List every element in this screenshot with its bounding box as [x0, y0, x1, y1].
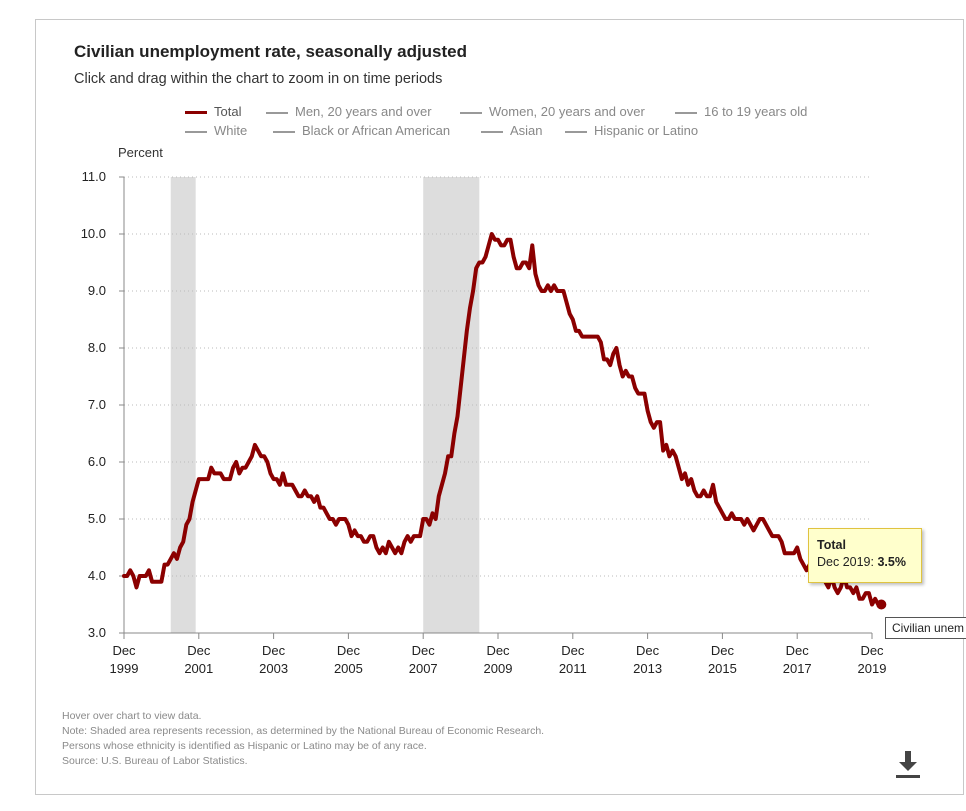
- chart-subtitle: Click and drag within the chart to zoom …: [74, 71, 443, 87]
- y-tick-label: 9.0: [88, 283, 106, 298]
- y-tick-label: 8.0: [88, 340, 106, 355]
- note-line: Persons whose ethnicity is identified as…: [62, 740, 427, 752]
- y-tick-label: 4.0: [88, 568, 106, 583]
- legend-label: Total: [214, 104, 242, 119]
- legend-swatch: [273, 130, 295, 133]
- y-tick-label: 3.0: [88, 625, 106, 640]
- tooltip: Total Dec 2019: 3.5%: [808, 528, 922, 583]
- legend-swatch: [266, 111, 288, 114]
- legend-item-white[interactable]: White: [185, 123, 247, 138]
- tooltip-value: 3.5%: [877, 555, 906, 569]
- x-tick-label-year: 2019: [858, 661, 887, 676]
- x-tick-label-month: Dec: [486, 643, 510, 658]
- x-tick-label-month: Dec: [860, 643, 884, 658]
- recession-band: [423, 177, 480, 633]
- y-tick-label: 6.0: [88, 454, 106, 469]
- note-line: Source: U.S. Bureau of Labor Statistics.: [62, 755, 248, 767]
- chart-notes: Hover over chart to view data. Note: Sha…: [62, 709, 544, 769]
- download-icon[interactable]: [893, 748, 923, 782]
- legend-item-teens[interactable]: 16 to 19 years old: [675, 104, 807, 119]
- x-tick-label-month: Dec: [262, 643, 286, 658]
- x-tick-label-month: Dec: [561, 643, 585, 658]
- y-tick-labels: 3.0 4.0 5.0 6.0 7.0 8.0 9.0 10.0 11.0: [81, 169, 106, 640]
- legend-label: Hispanic or Latino: [594, 123, 699, 138]
- legend-label: Men, 20 years and over: [295, 104, 432, 119]
- x-tick-label-year: 2013: [633, 661, 662, 676]
- x-tick-label-month: Dec: [337, 643, 361, 658]
- legend-item-women[interactable]: Women, 20 years and over: [460, 104, 645, 119]
- x-tick-label-year: 2007: [409, 661, 438, 676]
- x-tick-label-year: 2011: [559, 661, 587, 676]
- x-tick-label-year: 1999: [110, 661, 139, 676]
- legend-swatch: [481, 130, 503, 133]
- axes: [123, 177, 873, 639]
- x-tick-label-year: 2001: [184, 661, 213, 676]
- legend-label: Asian: [510, 123, 543, 138]
- legend-swatch: [460, 111, 482, 114]
- hover-marker: [876, 599, 887, 610]
- x-tick-label-month: Dec: [711, 643, 735, 658]
- tooltip-series: Total: [817, 538, 846, 552]
- legend-label: 16 to 19 years old: [704, 104, 808, 119]
- x-tick-label-month: Dec: [187, 643, 211, 658]
- x-tick-label-month: Dec: [786, 643, 810, 658]
- hover-point-marker: [876, 599, 887, 610]
- legend-item-asian[interactable]: Asian: [481, 123, 543, 138]
- y-tick-label: 11.0: [82, 169, 106, 184]
- legend-label: White: [214, 123, 248, 138]
- x-tick-labels: Dec 1999 Dec 2001 Dec 2003 Dec 2005 Dec 2007 Dec 20…: [110, 643, 887, 676]
- tooltip-value-line: Dec 2019: 3.5%: [817, 555, 921, 569]
- legend-swatch: [185, 111, 207, 115]
- series-lines: [122, 232, 884, 607]
- legend-item-hispanic[interactable]: Hispanic or Latino: [565, 123, 698, 138]
- legend-swatch: [675, 111, 697, 114]
- x-tick-label-month: Dec: [112, 643, 136, 658]
- chart-title: Civilian unemployment rate, seasonally a…: [74, 42, 468, 61]
- y-axis-label: Percent: [118, 145, 163, 160]
- legend-item-total[interactable]: Total: [185, 104, 241, 119]
- x-tick-label-month: Dec: [412, 643, 436, 658]
- x-tick-label-month: Dec: [636, 643, 660, 658]
- legend-item-men[interactable]: Men, 20 years and over: [266, 104, 432, 119]
- note-line: Note: Shaded area represents recession, …: [62, 725, 545, 737]
- x-tick-label-year: 2005: [334, 661, 363, 676]
- series-hover-tooltip: Civilian unem: [885, 617, 966, 639]
- y-tick-label: 10.0: [81, 226, 106, 241]
- legend-swatch: [185, 130, 207, 133]
- series-line-total: [122, 232, 884, 607]
- x-tick-label-year: 2003: [259, 661, 288, 676]
- grid-lines: [119, 176, 872, 634]
- x-tick-label-year: 2017: [783, 661, 812, 676]
- x-tick-label-year: 2009: [484, 661, 513, 676]
- note-line: Hover over chart to view data.: [62, 710, 202, 722]
- legend-item-black[interactable]: Black or African American: [273, 123, 450, 138]
- legend-swatch: [565, 130, 587, 133]
- recession-bands: [170, 177, 480, 633]
- y-tick-label: 5.0: [88, 511, 106, 526]
- legend-label: Women, 20 years and over: [489, 104, 645, 119]
- tooltip-date: Dec 2019:: [817, 555, 878, 569]
- legend-label: Black or African American: [302, 123, 451, 138]
- y-tick-label: 7.0: [88, 397, 106, 412]
- recession-band: [170, 177, 196, 633]
- x-tick-label-year: 2015: [708, 661, 737, 676]
